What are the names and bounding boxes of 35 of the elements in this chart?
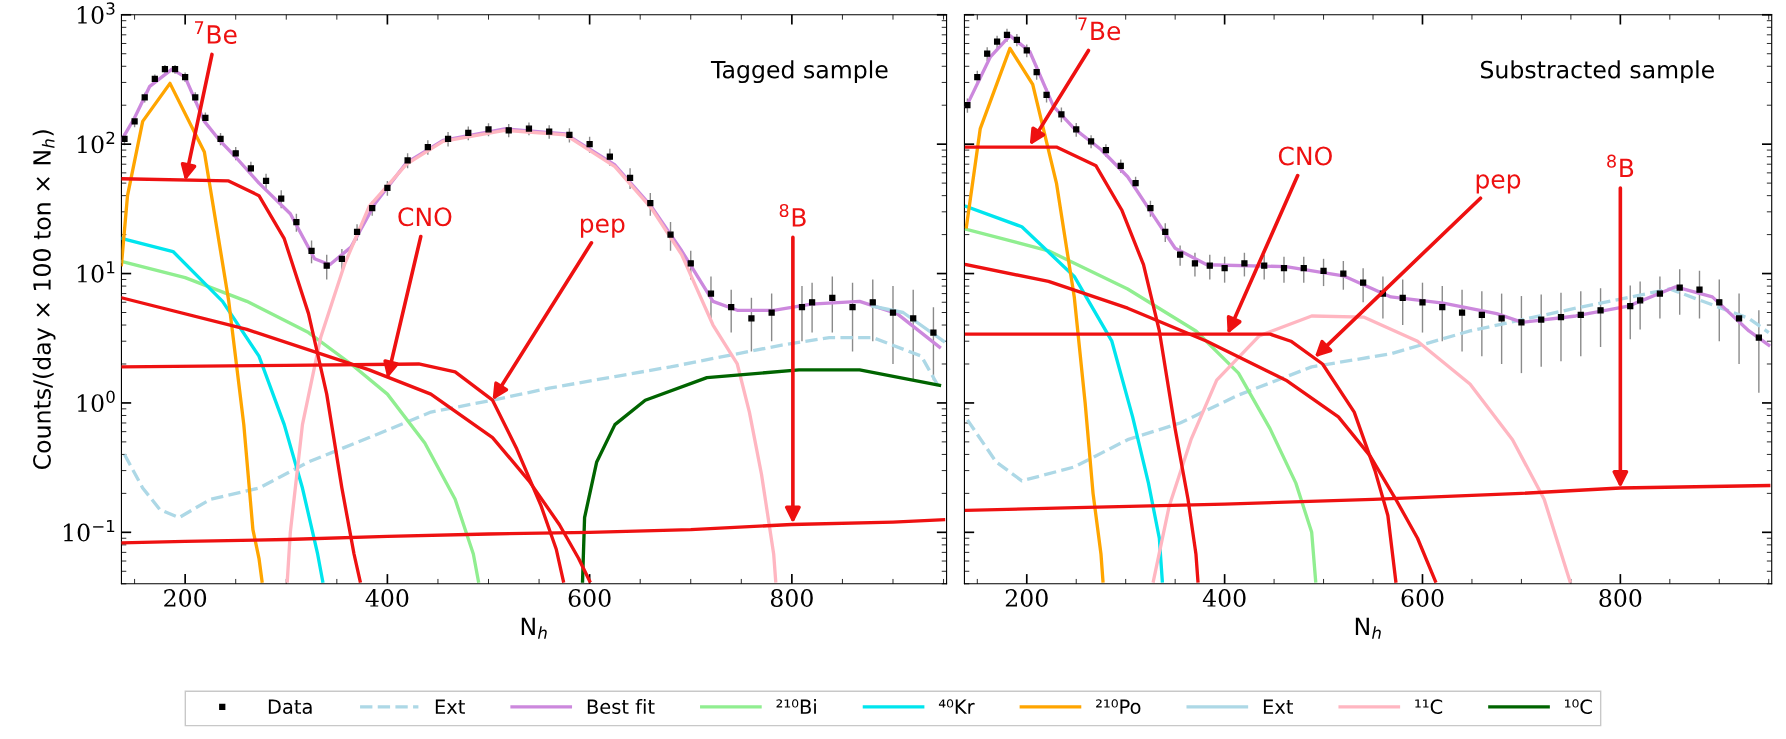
- y-tick-label: 10$^{1}$: [77, 261, 115, 283]
- x-axis-title: N$_{h}$: [1355, 617, 1381, 639]
- x-tick-label: 800: [1599, 589, 1642, 607]
- legend-label: ²¹⁰Po: [1096, 699, 1141, 715]
- x-tick-label: 400: [365, 589, 409, 607]
- y-tick-label: 10$^{0}$: [77, 390, 115, 413]
- x-tick-label: 600: [1401, 589, 1444, 607]
- y-tick-label: 10$^{−1}$: [63, 520, 115, 542]
- legend-label: ²¹⁰Bi: [776, 698, 816, 714]
- legend-label: Data: [268, 699, 312, 715]
- legend-label: Ext: [1263, 699, 1293, 714]
- annotation: $^{7}$Be: [195, 21, 237, 44]
- annotation: Substracted sample: [1480, 60, 1714, 84]
- legend-label: Ext: [435, 699, 465, 714]
- x-axis-title: N$_{h}$: [521, 617, 547, 639]
- annotation: CNO: [398, 207, 452, 227]
- legend-label: ¹¹C: [1415, 699, 1443, 715]
- annotation: $^{8}$B: [779, 203, 806, 227]
- legend-label: ⁴⁰Kr: [938, 699, 975, 714]
- legend-label: Best fit: [587, 698, 655, 715]
- annotation: $^{7}$Be: [1078, 17, 1121, 41]
- x-tick-label: 800: [770, 589, 813, 607]
- legend-label: ¹⁰C: [1565, 699, 1592, 715]
- y-tick-label: 10$^{3}$: [77, 2, 115, 24]
- annotation: Tagged sample: [710, 60, 888, 84]
- annotation: CNO: [1278, 146, 1332, 166]
- annotation: pep: [580, 218, 625, 238]
- annotation: $^{8}$B: [1607, 154, 1634, 178]
- x-tick-label: 400: [1202, 589, 1246, 607]
- x-tick-label: 200: [1005, 589, 1048, 607]
- y-axis-title: Counts/(day × 100 ton × N$_{h}$): [32, 130, 56, 470]
- y-tick-label: 10$^{2}$: [77, 131, 115, 154]
- x-tick-label: 600: [568, 589, 611, 607]
- annotation: pep: [1476, 174, 1521, 194]
- x-tick-label: 200: [164, 589, 207, 607]
